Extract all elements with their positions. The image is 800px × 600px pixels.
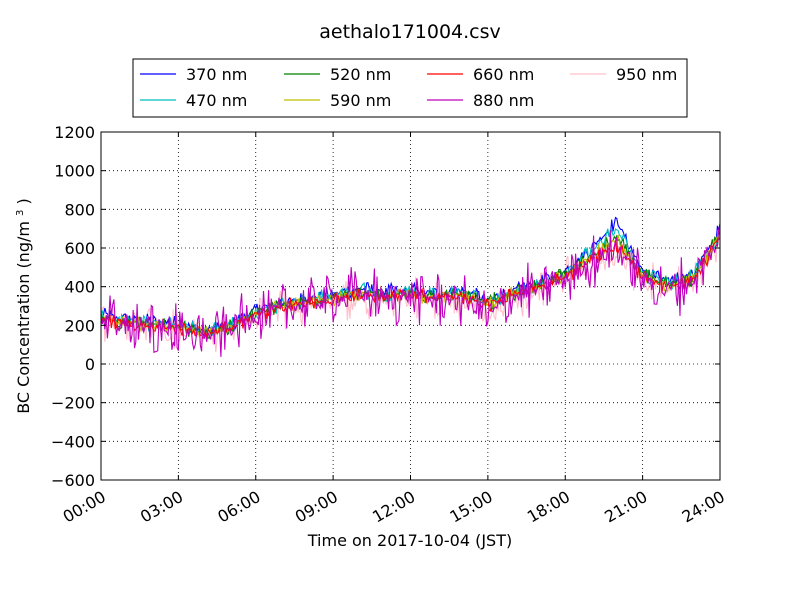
y-tick-label: 600 xyxy=(64,239,95,258)
y-tick-label: −400 xyxy=(51,432,95,451)
y-axis-label-sup: 3 xyxy=(15,210,26,216)
legend-frame xyxy=(132,58,688,118)
x-tick-label: 00:00 xyxy=(60,487,109,527)
series-line xyxy=(100,225,721,357)
y-tick-label: 400 xyxy=(64,278,95,297)
y-axis-label-main: BC Concentration (ng/m xyxy=(14,221,33,414)
legend-label: 660 nm xyxy=(473,65,534,84)
legend-label: 470 nm xyxy=(186,91,247,110)
legend-label: 950 nm xyxy=(616,65,677,84)
series-group xyxy=(100,216,721,357)
y-axis-label-end: ) xyxy=(14,198,33,204)
y-tick-label: 1200 xyxy=(54,123,95,142)
y-tick-label: −200 xyxy=(51,394,95,413)
x-tick-label: 24:00 xyxy=(679,487,728,527)
x-axis-label: Time on 2017-10-04 (JST) xyxy=(307,531,512,550)
legend-label: 370 nm xyxy=(186,65,247,84)
y-tick-label: 1000 xyxy=(54,162,95,181)
x-tick-label: 06:00 xyxy=(214,487,263,527)
x-tick-label: 09:00 xyxy=(292,487,341,527)
legend-label: 880 nm xyxy=(473,91,534,110)
y-axis-label: BC Concentration (ng/m 3 ) xyxy=(8,198,33,414)
y-tick-label: 800 xyxy=(64,200,95,219)
x-tick-label: 18:00 xyxy=(524,487,573,527)
y-tick-label: 0 xyxy=(85,355,95,374)
y-tick-label: −600 xyxy=(51,471,95,490)
legend: 370 nm 470 nm 520 nm 590 nm 660 nm 880 nm 950 … xyxy=(132,58,688,118)
legend-label: 590 nm xyxy=(330,91,391,110)
y-tick-label: 200 xyxy=(64,316,95,335)
x-tick-label: 12:00 xyxy=(369,487,418,527)
x-tick-label: 15:00 xyxy=(446,487,495,527)
x-tick-label: 03:00 xyxy=(137,487,186,527)
chart-title: aethalo171004.csv xyxy=(319,21,501,43)
legend-label: 520 nm xyxy=(330,65,391,84)
x-tick-label: 21:00 xyxy=(601,487,650,527)
